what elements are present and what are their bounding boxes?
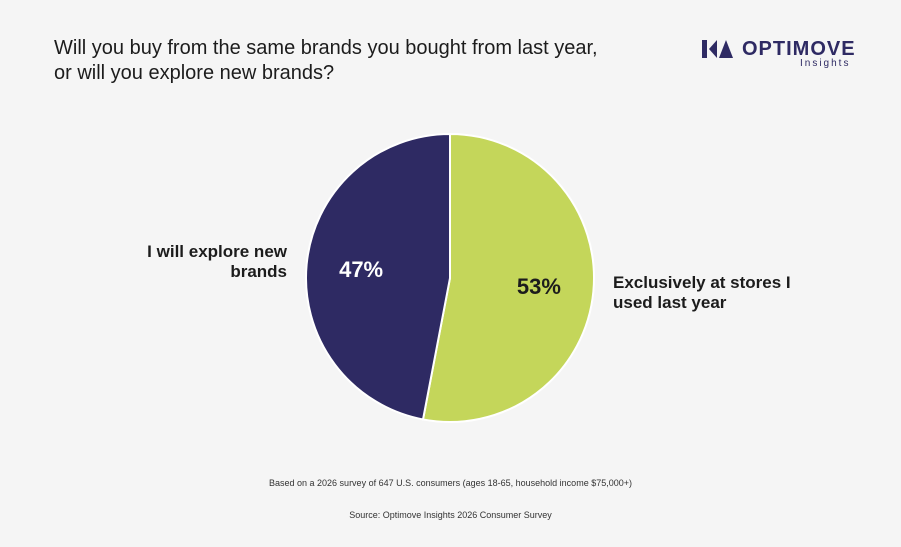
label-explore-new-brands: I will explore new brands [147, 242, 287, 281]
survey-note: Based on a 2026 survey of 647 U.S. consu… [269, 478, 632, 488]
logo-name: OPTIMOVE [742, 38, 856, 60]
optimove-logo-icon [702, 40, 733, 58]
pie-slice-0 [421, 132, 595, 423]
label-same-stores: Exclusively at stores I used last year [613, 273, 791, 312]
optimove-logo: OPTIMOVE Insights [702, 38, 872, 74]
logo-sub: Insights [800, 58, 851, 69]
slice-value-label-0: 53% [517, 274, 561, 299]
source-note: Source: Optimove Insights 2026 Consumer … [349, 510, 552, 520]
pie-slice-1 [305, 132, 451, 421]
chart-title: Will you buy from the same brands you bo… [54, 37, 598, 84]
slice-value-label-1: 47% [339, 257, 383, 282]
